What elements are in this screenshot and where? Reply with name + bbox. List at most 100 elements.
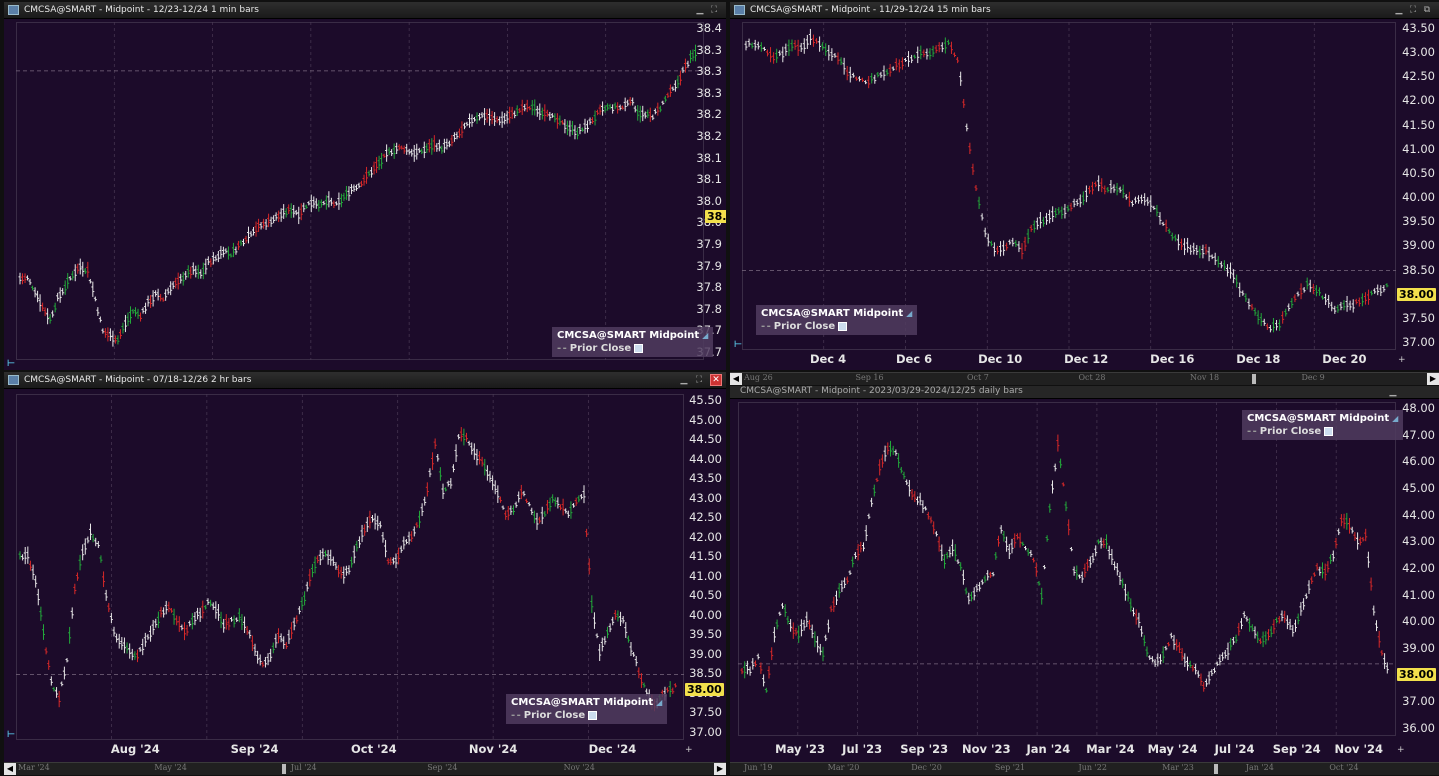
- maximize-icon[interactable]: ⛶: [1409, 5, 1417, 15]
- price-bar: [412, 145, 416, 162]
- minimize-icon[interactable]: ▁: [680, 375, 688, 385]
- scroll-thumb[interactable]: [1252, 374, 1256, 384]
- price-bar: [907, 479, 911, 497]
- price-bar: [44, 647, 48, 655]
- price-axis[interactable]: 45.50 45.00 44.50 44.00 43.50 43.00 42.50 42.00…: [684, 393, 726, 740]
- chart-legend[interactable]: CMCSA@SMART Midpoint ◢ - - Prior Close: [756, 305, 918, 335]
- price-bar: [848, 66, 852, 83]
- close-icon[interactable]: ✕: [710, 374, 722, 386]
- price-tick-label: 37.8: [696, 301, 722, 316]
- price-tick-label: 41.00: [1402, 141, 1435, 156]
- pin-icon[interactable]: ⊢: [734, 340, 743, 350]
- chart-legend[interactable]: CMCSA@SMART Midpoint ◢ - - Prior Close: [1242, 410, 1404, 440]
- price-bar: [638, 105, 642, 123]
- price-bar: [23, 546, 27, 565]
- checkbox-icon[interactable]: [1324, 426, 1334, 436]
- add-icon[interactable]: +: [1397, 745, 1405, 755]
- time-scrollbar[interactable]: ◀ ▶ Aug 26 Sep 16 Oct 7 Oct 28 Nov 18 Dec 9: [730, 372, 1439, 385]
- minimize-icon[interactable]: ▁: [1395, 5, 1403, 15]
- price-bar: [1130, 200, 1134, 207]
- checkbox-icon[interactable]: [588, 710, 598, 720]
- time-axis[interactable]: Aug '24 Sep '24 Oct '24 Nov '24 Dec '24: [16, 742, 684, 758]
- chart-panel-daily[interactable]: CMCSA@SMART - Midpoint - 2023/03/29-2024…: [730, 386, 1439, 762]
- maximize-icon[interactable]: ⛶: [695, 375, 703, 385]
- price-tick-label: 38.3: [696, 42, 722, 57]
- time-scrollbar[interactable]: Jun '19 Mar '20 Dec '20 Sep '21 Jun '22 Mar '…: [730, 762, 1439, 775]
- checkbox-icon[interactable]: [634, 343, 644, 353]
- price-plot[interactable]: [16, 22, 704, 360]
- price-bar: [1204, 244, 1208, 255]
- price-bar: [1005, 242, 1009, 251]
- price-bar: [387, 147, 391, 156]
- add-icon[interactable]: +: [685, 745, 693, 755]
- price-bar: [454, 444, 458, 463]
- price-bar: [98, 316, 102, 323]
- price-bar: [287, 629, 291, 644]
- chart-legend[interactable]: CMCSA@SMART Midpoint ◢ - - Prior Close: [552, 327, 714, 357]
- price-bar: [853, 551, 857, 559]
- add-icon[interactable]: +: [1398, 355, 1406, 365]
- restore-icon[interactable]: ⧉: [1423, 5, 1431, 15]
- time-scrollbar[interactable]: ◀ ▶ Mar '24 May '24 Jul '24 Sep '24 Nov '24: [4, 762, 726, 775]
- minimize-icon[interactable]: ▁: [1389, 387, 1397, 397]
- price-tick-label: 37.9: [696, 258, 722, 273]
- scrollbar-date-label: Nov 18: [1190, 373, 1220, 382]
- chart-panel-15min[interactable]: CMCSA@SMART - Midpoint - 11/29-12/24 15 …: [730, 2, 1439, 370]
- price-bar: [1350, 526, 1354, 534]
- price-bar: [61, 288, 65, 296]
- scroll-thumb[interactable]: [1214, 764, 1218, 774]
- time-tick-label: Sep '23: [900, 742, 949, 756]
- price-axis[interactable]: 38.4 38.3 38.3 38.3 38.2 38.2 38.1 38.1 38.0 38.0…: [696, 21, 726, 360]
- price-bar: [934, 45, 938, 54]
- scroll-thumb[interactable]: [282, 764, 286, 774]
- price-bar: [1207, 246, 1211, 262]
- panel-titlebar[interactable]: CMCSA@SMART - Midpoint - 12/23-12/24 1 m…: [4, 2, 726, 19]
- price-bar: [891, 66, 895, 71]
- chart-panel-2hr[interactable]: CMCSA@SMART - Midpoint - 07/18-12/26 2 h…: [4, 372, 726, 762]
- price-tick-label: 41.50: [1402, 117, 1435, 132]
- price-bar: [1038, 212, 1042, 229]
- scroll-right-icon[interactable]: ▶: [714, 763, 726, 775]
- scroll-left-icon[interactable]: ◀: [730, 373, 742, 385]
- price-bar: [818, 643, 822, 656]
- price-bar: [840, 580, 844, 593]
- panel-titlebar[interactable]: CMCSA@SMART - Midpoint - 11/29-12/24 15 …: [730, 2, 1439, 19]
- price-axis[interactable]: 43.50 43.00 42.50 42.00 41.50 41.00 40.50 40.00…: [1396, 21, 1439, 350]
- minimize-icon[interactable]: ▁: [696, 5, 704, 15]
- pin-icon[interactable]: ⊢: [7, 730, 16, 740]
- price-bar: [968, 142, 972, 155]
- price-bar: [473, 116, 477, 122]
- price-plot[interactable]: [738, 402, 1396, 736]
- price-bar: [1290, 298, 1294, 309]
- scroll-left-icon[interactable]: ◀: [4, 763, 16, 775]
- price-bar: [789, 619, 793, 632]
- time-axis[interactable]: Dec 4 Dec 6 Dec 10 Dec 12 Dec 16 Dec 18 Dec 20: [742, 352, 1396, 368]
- price-bar: [786, 616, 790, 625]
- scroll-right-icon[interactable]: ▶: [1427, 373, 1439, 385]
- checkbox-icon[interactable]: [838, 321, 848, 331]
- price-bar: [1312, 572, 1316, 577]
- price-bar: [1161, 221, 1165, 226]
- scrollbar-date-label: Aug 26: [744, 373, 773, 382]
- price-axis[interactable]: 48.00 47.00 46.00 45.00 44.00 43.00 42.00 41.00…: [1396, 401, 1439, 736]
- price-bar: [131, 308, 135, 314]
- maximize-icon[interactable]: ⛶: [710, 5, 718, 15]
- price-bar: [1097, 175, 1101, 192]
- price-plot[interactable]: [16, 394, 684, 740]
- panel-titlebar[interactable]: CMCSA@SMART - Midpoint - 2023/03/29-2024…: [730, 386, 1439, 399]
- price-bar: [878, 459, 882, 476]
- pin-icon[interactable]: ⊢: [7, 359, 16, 369]
- price-bar: [1167, 228, 1171, 234]
- time-axis[interactable]: May '23 Jul '23 Sep '23 Nov '23 Jan '24 Mar '…: [738, 742, 1396, 758]
- price-bar: [1094, 545, 1098, 557]
- chart-panel-1min[interactable]: CMCSA@SMART - Midpoint - 12/23-12/24 1 m…: [4, 2, 726, 370]
- price-bar: [787, 39, 791, 56]
- price-bar: [596, 109, 600, 116]
- price-bar: [1078, 574, 1081, 579]
- price-bar: [1115, 182, 1119, 196]
- price-plot[interactable]: [742, 22, 1396, 350]
- price-bar: [224, 248, 228, 254]
- panel-titlebar[interactable]: CMCSA@SMART - Midpoint - 07/18-12/26 2 h…: [4, 372, 726, 389]
- price-bar: [905, 479, 909, 486]
- chart-legend[interactable]: CMCSA@SMART Midpoint ◢ - - Prior Close: [506, 694, 668, 724]
